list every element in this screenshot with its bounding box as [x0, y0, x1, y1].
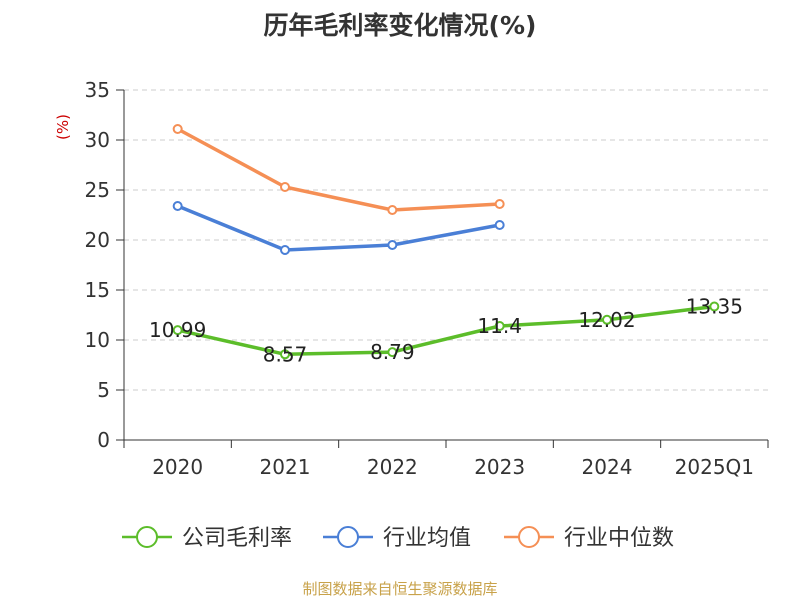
x-tick-label-2023: 2023 — [474, 455, 525, 479]
y-tick-label-0: 0 — [97, 428, 110, 452]
series-2-point-2020 — [172, 124, 183, 134]
series-line-2 — [176, 127, 500, 212]
series-2-point-2023 — [494, 199, 505, 209]
series-0-point-2022 — [387, 347, 398, 358]
series-line-0 — [177, 304, 715, 357]
series-2-point-2021 — [280, 182, 290, 192]
x-tick-label-2024: 2024 — [582, 455, 633, 479]
y-axis-label: (%) — [54, 114, 72, 140]
data-label-2020: 10.99 — [149, 318, 206, 342]
series-0-point-2024 — [602, 314, 612, 325]
legend-marker-0 — [136, 526, 158, 548]
data-label-2021: 8.57 — [263, 342, 308, 366]
series-0-point-2020 — [172, 325, 183, 336]
series-1-point-2020 — [172, 201, 183, 211]
series-lines — [172, 124, 720, 360]
data-label-2025Q1: 13.35 — [686, 295, 743, 319]
series-2-point-2022 — [387, 205, 398, 215]
data-labels: 10.99 8.57 8.79 11.4 12.02 13.35 — [149, 295, 743, 367]
x-tick-label-2021: 2021 — [260, 455, 311, 479]
data-label-2022: 8.79 — [370, 340, 415, 364]
y-tick-label-35: 35 — [85, 78, 110, 102]
y-tick-label-30: 30 — [85, 128, 110, 152]
legend: 公司毛利率 行业均值 行业中位数 — [122, 526, 674, 551]
legend-item-0: 公司毛利率 — [122, 526, 292, 551]
chart-title: 历年毛利率变化情况(%) — [263, 11, 537, 40]
data-label-2024: 12.02 — [578, 308, 635, 332]
y-tick-label-10: 10 — [85, 328, 110, 352]
y-tick-label-25: 25 — [85, 178, 110, 202]
x-tick-label-2025Q1: 2025Q1 — [675, 455, 754, 479]
series-1-point-2021 — [280, 245, 290, 255]
legend-item-2: 行业中位数 — [504, 526, 674, 551]
series-0-point-2021 — [280, 349, 290, 360]
legend-marker-2 — [518, 526, 540, 548]
legend-label-1: 行业均值 — [383, 526, 471, 551]
axes: 0 5 10 15 20 25 30 35 2020 2021 2022 2023 2024 2025Q1 — [85, 78, 769, 479]
x-tick-label-2022: 2022 — [367, 455, 418, 479]
legend-item-1: 行业均值 — [323, 526, 471, 551]
data-label-2023: 11.4 — [477, 314, 522, 338]
y-tick-label-5: 5 — [97, 378, 110, 402]
series-0-point-2025Q1 — [709, 301, 720, 312]
data-source-note: 制图数据来自恒生聚源数据库 — [302, 580, 498, 598]
x-tick-label-2020: 2020 — [152, 455, 203, 479]
y-tick-label-20: 20 — [85, 228, 110, 252]
legend-label-2: 行业中位数 — [564, 526, 674, 551]
grid-lines — [124, 89, 768, 391]
series-0-point-2023 — [494, 321, 505, 331]
series-1-point-2022 — [387, 240, 398, 250]
y-tick-label-15: 15 — [85, 278, 110, 302]
series-line-1 — [177, 204, 500, 252]
legend-label-0: 公司毛利率 — [182, 526, 292, 551]
series-1-point-2023 — [494, 220, 505, 230]
legend-marker-1 — [337, 526, 359, 548]
